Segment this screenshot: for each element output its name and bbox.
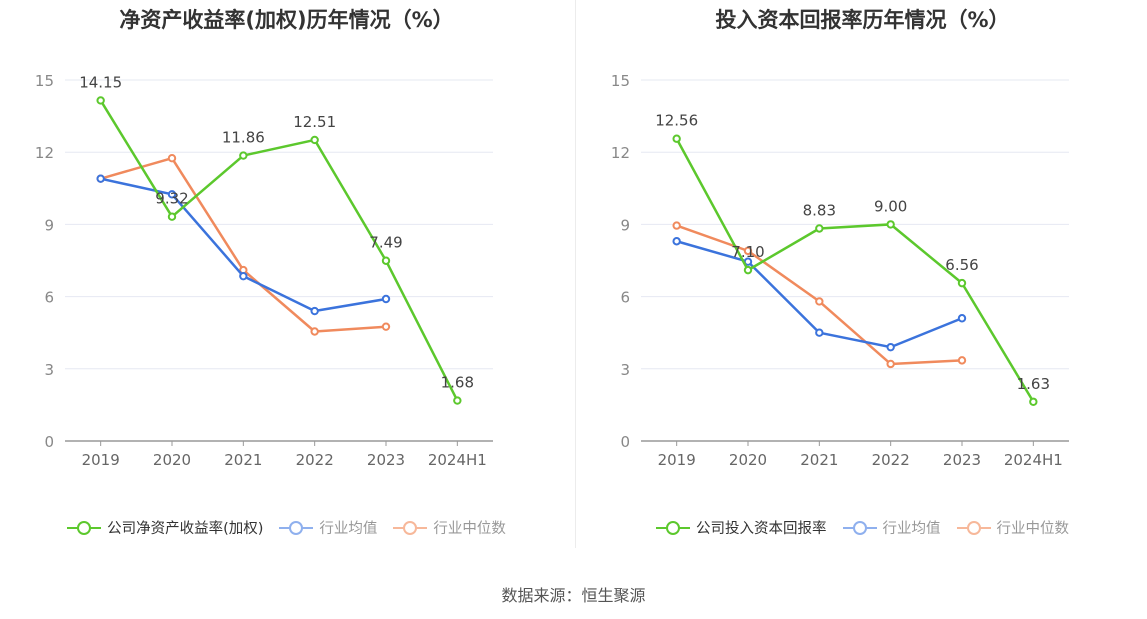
y-tick-label: 3 <box>44 361 54 379</box>
y-tick-label: 6 <box>44 289 54 307</box>
roic-line-chart: 0 3 6 9 12 15 2019 2020 2021 2022 2023 2024H1 12.56 7… <box>611 72 1069 469</box>
x-tick-label: 2019 <box>658 451 696 469</box>
data-source-note: 数据来源：恒生聚源 <box>501 586 646 605</box>
legend-item-average[interactable]: 行业均值 <box>279 517 377 538</box>
data-point-median <box>815 297 824 306</box>
panel-divider <box>575 0 576 548</box>
data-point-median <box>310 327 319 336</box>
legend-item-company[interactable]: 公司投入资本回报率 <box>656 517 827 538</box>
series-line-company <box>99 99 459 402</box>
legend-marker-average <box>279 520 314 535</box>
data-label: 8.83 <box>803 201 836 219</box>
legend-label-average: 行业均值 <box>319 521 378 537</box>
legend-label-median: 行业中位数 <box>433 521 506 537</box>
data-point-median <box>381 322 391 331</box>
legend-marker-company <box>67 520 102 535</box>
legend-item-company[interactable]: 公司净资产收益率(加权) <box>67 517 263 538</box>
data-point-company <box>381 256 391 265</box>
legend-marker-median <box>393 520 428 535</box>
series-line-avg <box>100 177 387 313</box>
data-point-company <box>743 265 753 275</box>
data-label: 12.51 <box>293 113 336 131</box>
legend-marker-median <box>956 520 991 535</box>
legend-item-average[interactable]: 行业均值 <box>842 517 941 538</box>
data-point-avg <box>239 271 248 281</box>
legend-label-company: 公司投入资本回报率 <box>696 521 827 537</box>
legend-item-median[interactable]: 行业中位数 <box>393 517 506 538</box>
legend-marker-average <box>842 520 877 535</box>
data-point-company <box>886 220 895 229</box>
data-point-median <box>743 246 753 256</box>
series-line-company <box>675 138 1035 403</box>
data-label: 1.63 <box>1017 375 1050 393</box>
y-tick-label: 6 <box>620 289 630 307</box>
data-point-company <box>672 134 681 143</box>
y-tick-label: 9 <box>620 216 630 234</box>
roic-chart-panel: 投入资本回报率历年情况（%） 0 3 6 9 12 15 2019 2020 2021 2022 2… <box>576 0 1147 560</box>
chart-legend: 公司投入资本回报率 行业均值 行业中位数 <box>576 517 1147 538</box>
chart-title: 投入资本回报率历年情况（%） <box>715 8 1010 32</box>
roe-chart-panel: 净资产收益率(加权)历年情况（%） 0 3 6 9 12 15 2019 2020 2021 20… <box>0 0 573 560</box>
data-point-avg <box>672 237 681 246</box>
data-point-median <box>886 359 895 369</box>
data-point-avg <box>957 314 967 323</box>
data-point-avg <box>310 306 319 316</box>
data-label: 9.32 <box>155 190 188 208</box>
legend-marker-company <box>656 520 690 535</box>
data-point-company <box>96 96 105 105</box>
x-tick-label: 2020 <box>729 451 767 469</box>
data-point-avg <box>381 294 391 304</box>
x-tick-label: 2024H1 <box>1004 451 1063 469</box>
x-tick-label: 2023 <box>367 451 405 469</box>
data-point-company <box>1029 397 1038 406</box>
data-point-company <box>957 278 967 288</box>
x-tick-label: 2019 <box>82 451 120 469</box>
data-point-avg <box>96 174 105 183</box>
data-point-median <box>167 154 177 163</box>
y-tick-label: 3 <box>620 361 630 379</box>
x-tick-label: 2022 <box>296 451 334 469</box>
data-point-company <box>815 224 824 233</box>
y-tick-label: 0 <box>620 433 630 451</box>
data-label: 7.49 <box>369 234 402 252</box>
chart-title: 净资产收益率(加权)历年情况（%） <box>119 8 454 32</box>
data-point-avg <box>167 190 177 199</box>
legend-label-company: 公司净资产收益率(加权) <box>107 521 264 537</box>
y-tick-label: 15 <box>35 72 54 90</box>
data-label: 14.15 <box>79 73 122 91</box>
x-tick-label: 2021 <box>224 451 262 469</box>
y-tick-label: 0 <box>44 433 54 451</box>
data-label: 12.56 <box>655 112 698 130</box>
y-tick-label: 12 <box>35 144 54 162</box>
y-tick-label: 12 <box>611 144 630 162</box>
data-point-median <box>672 221 681 230</box>
y-tick-label: 9 <box>44 216 54 234</box>
data-point-median <box>957 356 967 365</box>
data-point-company <box>453 396 462 405</box>
legend-label-median: 行业中位数 <box>996 521 1070 537</box>
x-tick-label: 2024H1 <box>428 451 487 469</box>
data-point-avg <box>886 342 895 352</box>
data-point-company <box>310 135 319 145</box>
data-point-company <box>167 212 177 221</box>
data-label: 6.56 <box>945 256 978 274</box>
x-tick-label: 2022 <box>872 451 910 469</box>
legend-item-median[interactable]: 行业中位数 <box>956 517 1070 538</box>
x-tick-label: 2020 <box>153 451 191 469</box>
data-label: 9.00 <box>874 197 907 215</box>
data-label: 11.86 <box>222 129 265 147</box>
legend-label-average: 行业均值 <box>882 521 941 537</box>
data-point-avg <box>815 328 824 337</box>
chart-legend: 公司净资产收益率(加权) 行业均值 行业中位数 <box>0 517 573 538</box>
x-tick-label: 2021 <box>800 451 838 469</box>
data-label: 1.68 <box>441 374 474 392</box>
data-label: 7.10 <box>731 243 764 261</box>
roe-line-chart: 0 3 6 9 12 15 2019 2020 2021 2022 2023 2024H1 14.15 9… <box>35 72 493 469</box>
x-tick-label: 2023 <box>943 451 981 469</box>
y-tick-label: 15 <box>611 72 630 90</box>
data-point-company <box>239 151 248 160</box>
